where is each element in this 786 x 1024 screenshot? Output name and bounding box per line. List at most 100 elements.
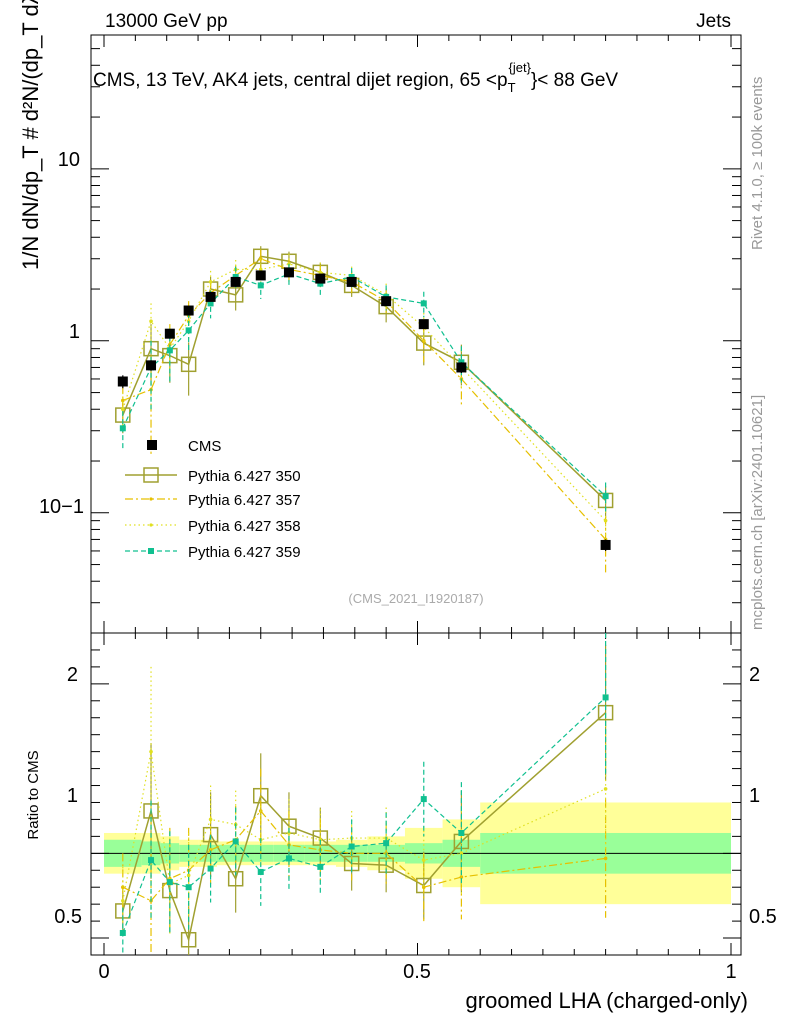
x-tick-label-0: 0 — [98, 961, 109, 983]
plot-title-pre: CMS, 13 TeV, AK4 jets, central dijet reg… — [93, 70, 508, 91]
series-point-358 — [258, 267, 263, 272]
x-tick-label-0.5: 0.5 — [403, 961, 431, 983]
series-point-357 — [121, 398, 125, 403]
cms-point — [183, 305, 194, 316]
analysis-tag: (CMS_2021_I1920187) — [348, 591, 483, 606]
plot-title-sub: T — [508, 80, 516, 95]
ratio-point-359 — [383, 840, 390, 847]
ratio-point-358 — [149, 749, 153, 754]
ratio-line-357 — [122, 810, 606, 902]
ratio-point-358 — [186, 873, 191, 878]
ratio-tick-0.5-right: 0.5 — [749, 906, 777, 928]
ratio-point-358 — [121, 898, 125, 903]
ratio-point-358 — [459, 851, 464, 856]
series-point-358 — [149, 319, 153, 324]
ratio-point-359 — [602, 694, 609, 701]
ratio-point-359 — [458, 829, 465, 836]
series-point-350 — [227, 287, 244, 303]
cms-point — [164, 328, 175, 339]
header-jets-label: Jets — [696, 11, 731, 32]
legend-marker-359 — [148, 548, 154, 554]
y-tick-label-0.1: 10−1 — [39, 496, 84, 518]
ratio-point-359 — [207, 865, 214, 872]
ratio-point-357 — [421, 885, 426, 890]
ratio-y-axis-label: Ratio to CMS — [25, 750, 42, 839]
cms-point — [283, 267, 294, 278]
series-point-359 — [317, 280, 324, 287]
header-energy-label: 13000 GeV pp — [105, 11, 228, 32]
ratio-point-350 — [180, 931, 197, 948]
ratio-point-359 — [317, 863, 324, 870]
series-line-358 — [122, 263, 607, 522]
ratio-point-358 — [603, 787, 608, 791]
legend-label-357: Pythia 6.427 357 — [188, 492, 301, 509]
legend-marker-350 — [143, 467, 159, 483]
plot-title: CMS, 13 TeV, AK4 jets, central dijet reg… — [93, 60, 618, 95]
series-point-359 — [185, 327, 192, 334]
y-tick-label-1: 1 — [69, 321, 80, 343]
ratio-tick-2-left: 2 — [67, 664, 78, 686]
series-point-358 — [208, 280, 213, 284]
main-series-layer — [115, 246, 614, 573]
series-point-359 — [207, 300, 214, 307]
series-point-359 — [257, 282, 264, 289]
main-y-axis-label: 1/N dN/dp_T # d²N/(dp_T dλ) — [18, 0, 43, 270]
ratio-point-359 — [285, 855, 292, 862]
ratio-point-357 — [603, 856, 608, 861]
ratio-point-358 — [208, 817, 213, 822]
y-tick-label-10: 10 — [58, 149, 80, 171]
series-point-359 — [602, 493, 609, 500]
mcplots-credit-label: mcplots.cern.ch [arXiv:2401.10621] — [749, 395, 766, 630]
legend-label-359: Pythia 6.427 359 — [188, 544, 301, 561]
plot-title-sup: {jet} — [509, 60, 532, 75]
series-point-359 — [420, 300, 427, 307]
ratio-tick-1-left: 1 — [67, 785, 78, 807]
main-y-axis-label-text: 1/N dN/dp_T # d²N/(dp_T dλ) — [18, 0, 43, 270]
cms-point — [146, 360, 157, 371]
plot-title-post: }< 88 GeV — [531, 70, 618, 91]
ratio-point-359 — [232, 838, 239, 845]
ratio-point-359 — [119, 929, 126, 936]
cms-point — [255, 270, 266, 281]
ratio-point-359 — [348, 843, 355, 850]
series-point-358 — [318, 270, 323, 275]
legend-marker-357 — [149, 497, 153, 501]
cms-point — [205, 291, 216, 302]
legend-label-350: Pythia 6.427 350 — [188, 468, 301, 485]
series-point-359 — [119, 425, 126, 432]
cms-point — [600, 539, 611, 550]
ratio-point-357 — [459, 875, 464, 879]
series-point-359 — [166, 347, 173, 354]
legend-label-cms: CMS — [188, 438, 221, 455]
cms-point — [117, 376, 128, 387]
x-axis-label: groomed LHA (charged-only) — [466, 988, 748, 1013]
ratio-point-359 — [185, 884, 192, 891]
ratio-series-layer — [115, 633, 614, 955]
series-point-350 — [180, 356, 197, 373]
cms-point — [315, 273, 326, 284]
series-line-359 — [122, 273, 607, 497]
series-point-358 — [603, 518, 608, 523]
ratio-point-359 — [420, 796, 427, 803]
ratio-panel-frame — [90, 632, 742, 956]
cms-point — [418, 319, 429, 330]
cms-point — [230, 276, 241, 287]
ratio-tick-1-right: 1 — [749, 785, 760, 807]
legend-marker-358 — [149, 523, 153, 527]
legend: CMS Pythia 6.427 350 Pythia 6.427 357 Py… — [125, 438, 301, 561]
ratio-point-359 — [148, 857, 155, 864]
series-line-350 — [122, 255, 607, 501]
ratio-point-358 — [287, 831, 291, 835]
cms-point — [456, 362, 467, 373]
ratio-tick-0.5-left: 0.5 — [54, 906, 82, 928]
series-point-358 — [121, 407, 125, 412]
ratio-point-358 — [421, 858, 426, 862]
ratio-point-359 — [257, 868, 264, 875]
series-line-357 — [122, 258, 607, 540]
legend-marker-cms — [147, 440, 157, 450]
ratio-line-358 — [122, 751, 606, 901]
ratio-tick-2-right: 2 — [749, 664, 760, 686]
ratio-point-357 — [121, 885, 125, 890]
cms-point — [346, 276, 357, 287]
